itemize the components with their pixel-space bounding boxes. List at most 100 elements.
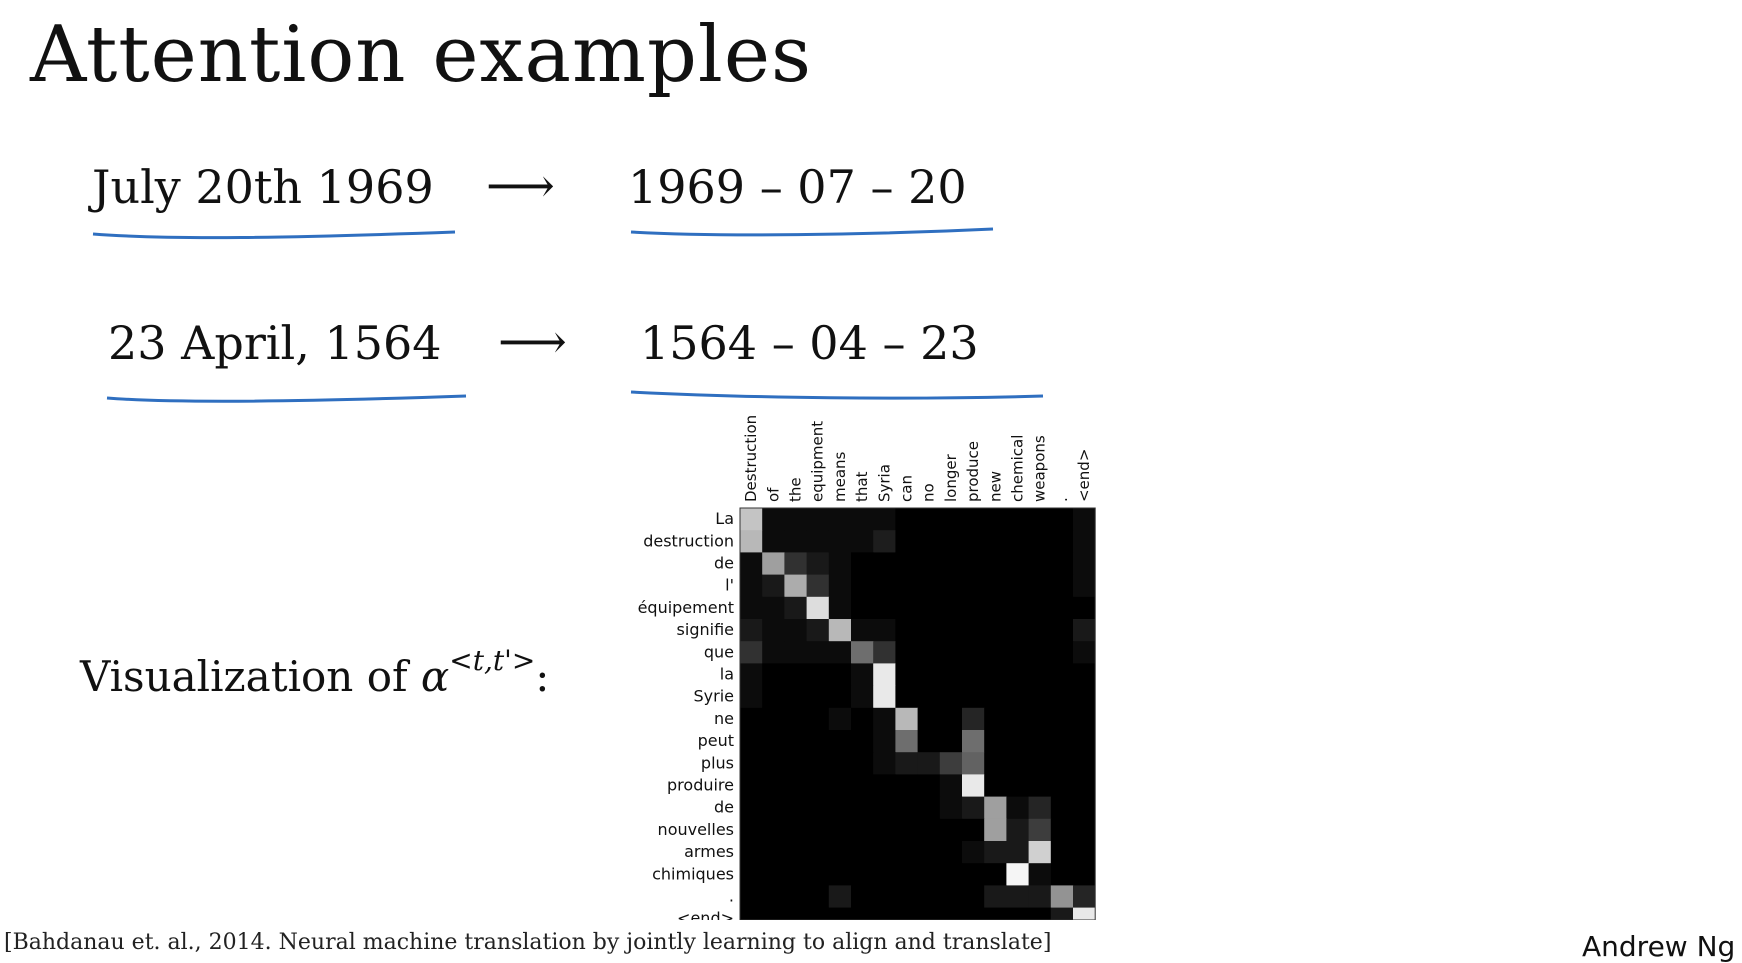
heatmap-cell <box>828 841 852 864</box>
heatmap-cell <box>740 818 763 842</box>
y-tick-label: que <box>704 642 734 661</box>
y-tick-label: chimiques <box>652 864 734 883</box>
heatmap-cell <box>762 796 785 820</box>
heatmap-cell <box>740 663 763 687</box>
heatmap-cell <box>962 841 985 864</box>
heatmap-cell <box>851 707 874 731</box>
heatmap-cell <box>740 907 763 920</box>
heatmap-cell <box>873 774 896 798</box>
heatmap-cell <box>1028 663 1052 687</box>
heatmap-cell <box>1073 641 1096 664</box>
heatmap-cell <box>1073 841 1096 864</box>
x-tick-label: that <box>853 471 871 502</box>
heatmap-cell <box>917 685 941 709</box>
heatmap-cell <box>895 663 919 687</box>
heatmap-cell <box>1050 818 1074 842</box>
heatmap-cell <box>784 574 808 598</box>
y-tick-label: destruction <box>643 531 734 550</box>
y-tick-label: armes <box>684 842 734 861</box>
heatmap-cell <box>917 841 941 864</box>
heatmap-cell <box>1073 552 1096 576</box>
y-tick-label: produire <box>667 776 734 795</box>
heatmap-cell <box>851 885 874 909</box>
heatmap-cell <box>939 663 963 687</box>
x-tick-label: . <box>1053 497 1071 502</box>
heatmap-cell <box>873 752 896 775</box>
heatmap-cell <box>895 841 919 864</box>
heatmap-cell <box>1006 841 1030 864</box>
heatmap-cell <box>939 596 963 620</box>
heatmap-cell <box>740 730 763 753</box>
heatmap-cell <box>806 885 830 909</box>
heatmap-cell <box>895 619 919 642</box>
heatmap-cell <box>984 841 1007 864</box>
heatmap-cell <box>873 685 896 709</box>
heatmap-cell <box>828 508 852 531</box>
heatmap-cell <box>784 863 808 886</box>
example-1-output-underline <box>630 227 994 237</box>
heatmap-cell <box>895 685 919 709</box>
heatmap-cell <box>762 663 785 687</box>
heatmap-cell <box>762 552 785 576</box>
heatmap-cell <box>1050 508 1074 531</box>
heatmap-cell <box>784 796 808 820</box>
heatmap-cell <box>740 552 763 576</box>
y-tick-label: la <box>720 665 734 684</box>
heatmap-cell <box>828 596 852 620</box>
heatmap-cell <box>1028 907 1052 920</box>
heatmap-cell <box>784 619 808 642</box>
heatmap-cell <box>806 796 830 820</box>
heatmap-cell <box>851 530 874 553</box>
heatmap-cell <box>784 774 808 798</box>
heatmap-cell <box>939 552 963 576</box>
heatmap-cell <box>828 663 852 687</box>
heatmap-cell <box>1006 863 1030 886</box>
heatmap-cell <box>873 707 896 731</box>
heatmap-cell <box>851 641 874 664</box>
heatmap-cell <box>784 508 808 531</box>
heatmap-cell <box>851 818 874 842</box>
x-tick-label: <end> <box>1075 449 1093 502</box>
heatmap-cell <box>740 530 763 553</box>
x-tick-label: means <box>831 451 849 502</box>
heatmap-cell <box>784 707 808 731</box>
heatmap-cell <box>740 774 763 798</box>
heatmap-cell <box>806 641 830 664</box>
heatmap-cell <box>962 907 985 920</box>
heatmap-cell <box>873 574 896 598</box>
heatmap-cell <box>1006 885 1030 909</box>
heatmap-cell <box>828 796 852 820</box>
y-tick-label: peut <box>698 731 734 750</box>
x-tick-label: Destruction <box>742 415 760 502</box>
heatmap-cell <box>784 552 808 576</box>
heatmap-cell <box>806 818 830 842</box>
heatmap-cell <box>1073 619 1096 642</box>
heatmap-cell <box>962 685 985 709</box>
citation: [Bahdanau et. al., 2014. Neural machine … <box>4 930 1052 955</box>
heatmap-cell <box>806 663 830 687</box>
heatmap-cell <box>762 508 785 531</box>
heatmap-cell <box>1006 752 1030 775</box>
heatmap-cell <box>1050 552 1074 576</box>
heatmap-cell <box>740 574 763 598</box>
heatmap-cell <box>984 685 1007 709</box>
heatmap-cell <box>873 663 896 687</box>
example-1-input-underline <box>92 230 456 240</box>
heatmap-cell <box>762 574 785 598</box>
heatmap-cell <box>962 619 985 642</box>
heatmap-cell <box>1028 818 1052 842</box>
heatmap-cell <box>939 641 963 664</box>
heatmap-cell <box>784 530 808 553</box>
heatmap-cell <box>962 530 985 553</box>
heatmap-cell <box>917 863 941 886</box>
heatmap-cell <box>1028 641 1052 664</box>
heatmap-cell <box>917 796 941 820</box>
example-2-input: 23 April, 1564 <box>108 316 442 370</box>
heatmap-cell <box>873 818 896 842</box>
heatmap-cell <box>828 752 852 775</box>
heatmap-cell <box>851 596 874 620</box>
heatmap-cell <box>806 596 830 620</box>
heatmap-cell <box>984 530 1007 553</box>
heatmap-cell <box>762 818 785 842</box>
heatmap-cell <box>1028 530 1052 553</box>
